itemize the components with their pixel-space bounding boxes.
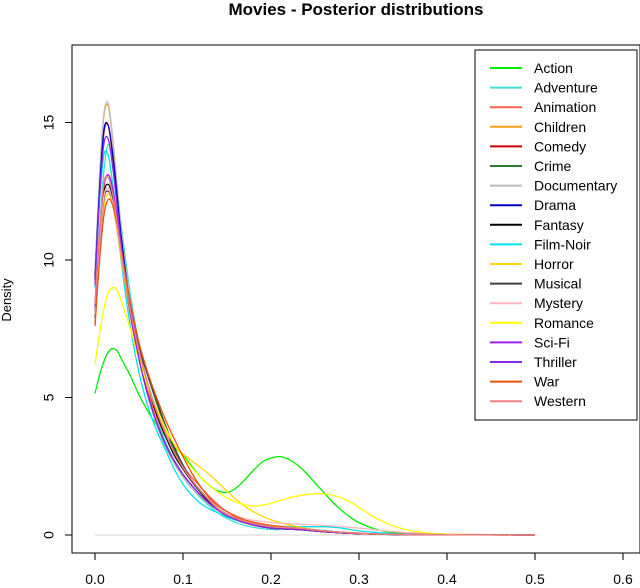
- legend-label-romance: Romance: [534, 315, 594, 331]
- chart-title: Movies - Posterior distributions: [228, 0, 483, 19]
- legend-label-musical: Musical: [534, 276, 581, 292]
- legend-label-film-noir: Film-Noir: [534, 236, 591, 252]
- x-tick-label: 0.4: [437, 571, 457, 587]
- x-tick-label: 0.2: [261, 571, 281, 587]
- legend-label-horror: Horror: [534, 256, 574, 272]
- x-tick-label: 0.5: [525, 571, 545, 587]
- series-line-action: [94, 347, 536, 536]
- legend-label-children: Children: [534, 119, 586, 135]
- series-line-western: [94, 175, 536, 536]
- y-tick-label: 10: [41, 252, 57, 268]
- x-tick-label: 0.6: [613, 571, 633, 587]
- legend-box: [474, 49, 638, 421]
- legend-label-documentary: Documentary: [534, 178, 617, 194]
- legend-label-sci-fi: Sci-Fi: [534, 334, 570, 350]
- legend-label-thriller: Thriller: [534, 354, 577, 370]
- x-tick-label: 0.1: [173, 571, 193, 587]
- legend-label-mystery: Mystery: [534, 295, 583, 311]
- legend-label-comedy: Comedy: [534, 138, 586, 154]
- y-tick-label: 0: [41, 531, 57, 539]
- legend-label-crime: Crime: [534, 158, 572, 174]
- y-axis-label: Density: [0, 278, 14, 322]
- legend-label-western: Western: [534, 393, 586, 409]
- x-axis: 0.0 0.1 0.2 0.3 0.4 0.5 0.6: [85, 552, 633, 587]
- series-line-thriller: [94, 135, 536, 536]
- legend-label-action: Action: [534, 60, 573, 76]
- legend-label-drama: Drama: [534, 197, 576, 213]
- legend: Action Adventure Animation Children Comedy Cr…: [474, 49, 638, 421]
- series-line-romance: [94, 286, 536, 536]
- legend-label-war: War: [534, 374, 559, 390]
- legend-label-animation: Animation: [534, 99, 596, 115]
- legend-label-fantasy: Fantasy: [534, 217, 584, 233]
- legend-label-adventure: Adventure: [534, 80, 598, 96]
- y-tick-label: 15: [41, 115, 57, 131]
- series-layer: [94, 101, 536, 536]
- y-tick-label: 5: [41, 393, 57, 401]
- x-tick-label: 0.0: [85, 571, 105, 587]
- x-tick-label: 0.3: [349, 571, 369, 587]
- y-axis: 0 5 10 15: [41, 115, 73, 539]
